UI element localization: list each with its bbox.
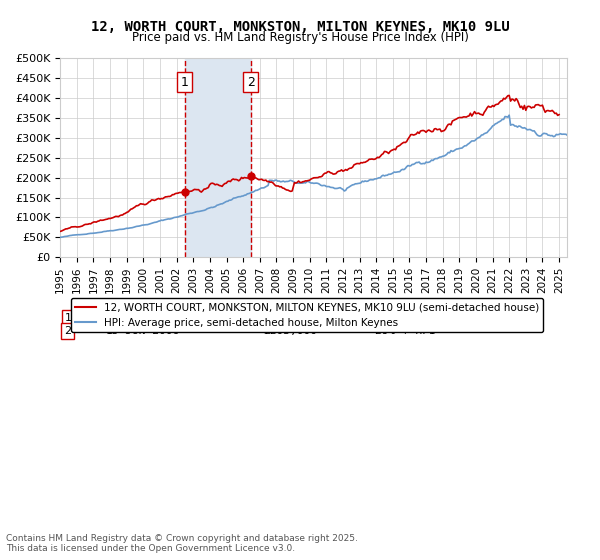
Text: Contains HM Land Registry data © Crown copyright and database right 2025.
This d: Contains HM Land Registry data © Crown c… [6,534,358,553]
Text: 2: 2 [247,76,254,88]
Text: 1: 1 [181,76,188,88]
Text: 29% ↑ HPI: 29% ↑ HPI [374,326,436,336]
Bar [185,58,251,257]
Text: 15-JUN-2006: 15-JUN-2006 [106,326,180,336]
Text: 28-JUN-2002: 28-JUN-2002 [106,313,180,323]
Text: 12, WORTH COURT, MONKSTON, MILTON KEYNES, MK10 9LU: 12, WORTH COURT, MONKSTON, MILTON KEYNES… [91,20,509,34]
Text: £163,950: £163,950 [263,313,317,323]
Text: 2: 2 [64,326,71,336]
Text: 57% ↑ HPI: 57% ↑ HPI [374,313,436,323]
Legend: 12, WORTH COURT, MONKSTON, MILTON KEYNES, MK10 9LU (semi-detached house), HPI: A: 12, WORTH COURT, MONKSTON, MILTON KEYNES… [71,298,543,332]
Text: Price paid vs. HM Land Registry's House Price Index (HPI): Price paid vs. HM Land Registry's House … [131,31,469,44]
Text: £203,000: £203,000 [263,326,317,336]
Text: 1: 1 [64,313,71,323]
